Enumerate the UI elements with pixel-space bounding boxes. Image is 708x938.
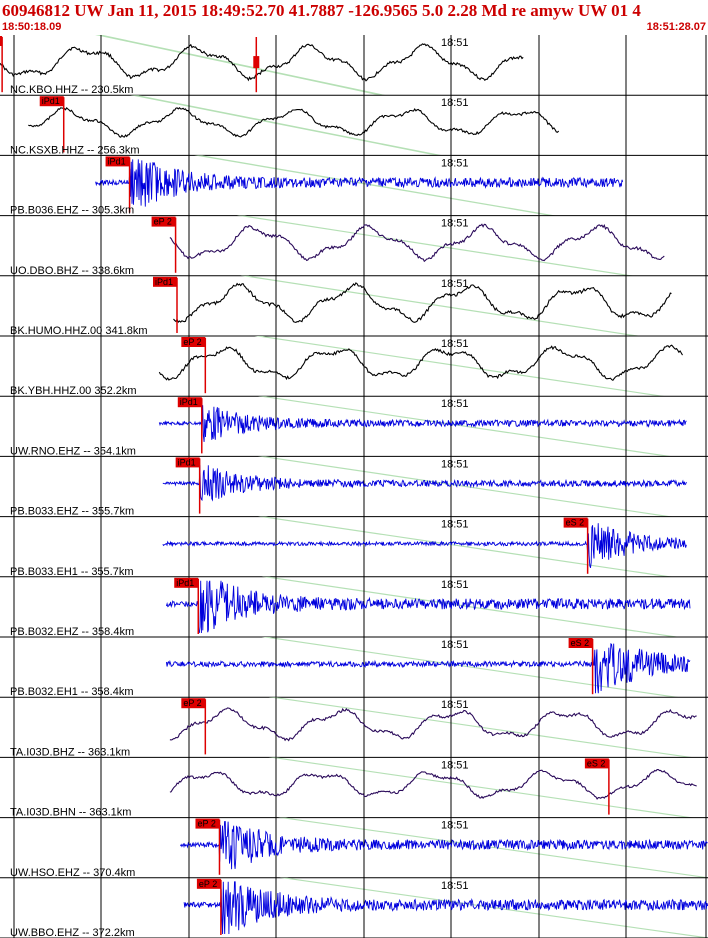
trace-row[interactable]: 18:51 eP 2 UW.BBO.EHZ -- 372.2km [0,878,708,938]
pick-label: eP 2 [197,819,215,829]
station-label: UW.BBO.EHZ -- 372.2km [10,927,135,938]
phase-pick-marker[interactable]: eP 2 [152,217,176,273]
station-label: NC.KSXB.HHZ -- 256.3km [10,144,140,156]
phase-pick-marker[interactable]: eS 2 [585,758,609,814]
phase-pick-marker[interactable]: eP 2 [181,337,205,393]
phase-pick-marker[interactable]: eS 2 [569,638,593,694]
pick-label: eP 2 [183,698,201,708]
phase-pick-marker[interactable] [253,37,259,92]
trace-row[interactable]: 18:51 P NC.KBO.HHZ -- 230.5km [0,35,708,96]
minute-label: 18:51 [441,519,469,531]
waveform-trace [159,345,682,380]
pick-label: eP 2 [154,217,172,227]
station-label: TA.I03D.BHN -- 363.1km [10,807,131,819]
station-label: UW.HSO.EHZ -- 370.4km [10,867,135,879]
pick-label: eP 2 [183,337,201,347]
station-label: PB.B033.EH1 -- 355.7km [10,566,134,578]
pick-label: eS 2 [587,758,606,768]
minute-label: 18:51 [441,639,469,651]
minute-label: 18:51 [441,699,469,711]
trace-row[interactable]: 18:51 eP 2 UW.HSO.EHZ -- 370.4km [0,818,708,879]
station-label: PB.B032.EH1 -- 358.4km [10,686,134,698]
pick-label: iPd1 [178,457,196,467]
waveform-trace [163,465,687,500]
trace-row[interactable]: 18:51 eP 2 BK.YBH.HHZ.00 352.2km [0,336,708,397]
minute-label: 18:51 [441,218,469,230]
phase-pick-marker[interactable]: iPd1 [174,578,198,634]
phase-pick-marker[interactable]: eP 2 [181,698,205,754]
trace-row[interactable]: 18:51 iPd1 PB.B032.EHZ -- 358.4km [0,577,708,638]
pick-label: iPd1 [108,156,126,166]
trace-row[interactable]: 18:51 iPd1 BK.HUMO.HHZ.00 341.8km [0,276,708,337]
trace-row[interactable]: 18:51 eS 2 PB.B033.EH1 -- 355.7km [0,517,708,578]
trace-row[interactable]: 18:51 iPd1 PB.B033.EHZ -- 355.7km [0,456,708,517]
pick-label: iPd1 [155,277,173,287]
trace-row[interactable]: 18:51 eP 2 UO.DBO.BHZ -- 338.6km [0,216,708,277]
station-label: PB.B036.EHZ -- 305.3km [10,205,134,217]
minute-label: 18:51 [441,398,469,410]
phase-pick-marker[interactable]: iPd1 [178,397,202,453]
moveout-band [237,216,634,276]
waveform-trace [163,523,687,568]
minute-label: 18:51 [441,759,469,771]
phase-pick-marker[interactable]: iPd1 [153,277,177,333]
end-time-label: 18:51:28.07 [647,21,706,33]
minute-label: 18:51 [441,37,469,49]
pick-label: eS 2 [566,518,585,528]
trace-row[interactable]: 18:51 eP 2 TA.I03D.BHZ -- 363.1km [0,697,708,758]
moveout-band [262,637,681,697]
waveform-trace [166,644,690,694]
phase-pick-marker[interactable]: eS 2 [564,518,588,574]
pick-label: iPd1 [176,578,194,588]
station-label: UW.RNO.EHZ -- 354.1km [10,445,136,457]
start-time-label: 18:50:18.09 [2,21,61,33]
pick-label: eS 2 [571,638,590,648]
waveform-trace [28,108,558,137]
phase-pick-marker[interactable]: iPd1 [176,457,200,513]
pick-label: iPd1 [42,96,60,106]
minute-label: 18:51 [441,458,469,470]
waveform-trace [159,405,686,442]
minute-label: 18:51 [441,579,469,591]
minute-label: 18:51 [441,278,469,290]
trace-row[interactable]: 18:51 iPd1 UW.RNO.EHZ -- 354.1km [0,396,708,457]
minute-label: 18:51 [441,880,469,892]
station-label: PB.B032.EHZ -- 358.4km [10,626,134,638]
minute-label: 18:51 [441,338,469,350]
event-title: 60946812 UW Jan 11, 2015 18:49:52.70 41.… [2,0,641,22]
station-label: BK.YBH.HHZ.00 352.2km [10,385,137,397]
pick-label: iPd1 [180,397,198,407]
station-label: NC.KBO.HHZ -- 230.5km [10,84,133,96]
seismogram-panel[interactable]: 18:51PNC.KBO.HHZ -- 230.5km18:51iPd1NC.K… [0,35,708,938]
moveout-band [95,35,386,95]
pick-flag [0,36,2,46]
trace-row[interactable]: 18:51 iPd1 PB.B036.EHZ -- 305.3km [0,155,708,216]
waveform-trace [170,708,697,741]
minute-label: 18:51 [441,820,469,832]
station-label: PB.B033.EHZ -- 355.7km [10,506,134,518]
pick-label: eP 2 [199,879,217,889]
waveform-trace [170,770,697,799]
trace-row[interactable]: 18:51 iPd1 NC.KSXB.HHZ -- 256.3km [0,95,708,156]
station-label: BK.HUMO.HHZ.00 341.8km [10,325,148,337]
moveout-band [131,95,443,155]
trace-row[interactable]: 18:51 eS 2 PB.B032.EH1 -- 358.4km [0,637,708,698]
waveform-trace [166,581,690,633]
station-label: UO.DBO.BHZ -- 338.6km [10,265,134,277]
waveform-trace [0,44,523,81]
minute-label: 18:51 [441,157,469,169]
minute-label: 18:51 [441,97,469,109]
moveout-band [194,155,556,215]
station-label: TA.I03D.BHZ -- 363.1km [10,746,130,758]
trace-row[interactable]: 18:51 eS 2 TA.I03D.BHN -- 363.1km [0,757,708,818]
pick-flag [253,56,259,68]
